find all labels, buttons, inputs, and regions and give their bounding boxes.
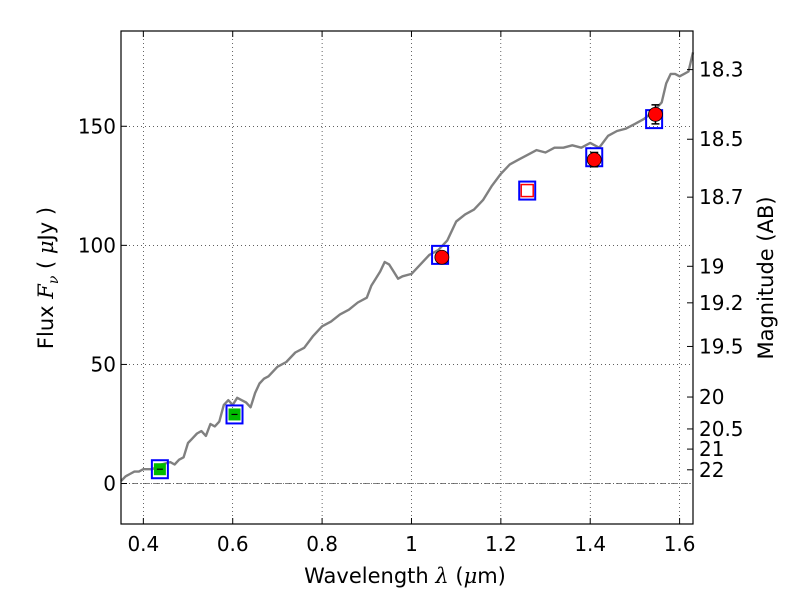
y-tick-label: 100 bbox=[78, 233, 116, 257]
nir-data-point bbox=[586, 152, 602, 168]
nir-points bbox=[434, 104, 663, 265]
magnitude-tick-label: 19 bbox=[699, 254, 724, 278]
x-tick-label: 0.4 bbox=[127, 532, 159, 556]
x-tick-label: 0.8 bbox=[306, 532, 338, 556]
y-tick-label: 50 bbox=[91, 352, 116, 376]
y-tick-label: 150 bbox=[78, 114, 116, 138]
magnitude-tick-label: 18.3 bbox=[699, 58, 744, 82]
model-point bbox=[225, 404, 244, 425]
nir-data-point bbox=[434, 249, 450, 265]
x-tick-label: 1.4 bbox=[574, 532, 606, 556]
grid-lines bbox=[121, 31, 693, 524]
plot-frame bbox=[120, 30, 694, 525]
model-point bbox=[518, 180, 537, 201]
x-tick-labels: 0.4 0.6 0.8 1 1.2 1.4 1.6 bbox=[127, 532, 695, 556]
x-tick-label: 0.6 bbox=[217, 532, 249, 556]
optical-points bbox=[153, 408, 241, 476]
x-axis-label: Wavelength λ (μm) bbox=[304, 564, 506, 588]
magnitude-tick-label: 21 bbox=[699, 437, 724, 461]
magnitude-axis-label: Magnitude (AB) bbox=[754, 196, 778, 359]
nir-data-point bbox=[648, 106, 663, 122]
y-tick-label: 0 bbox=[103, 472, 116, 496]
magnitude-tick-label: 19.2 bbox=[699, 291, 744, 315]
y-tick-labels: 0 50 100 150 bbox=[78, 114, 116, 495]
magnitude-tick-label: 18.7 bbox=[699, 185, 744, 209]
model-points bbox=[150, 109, 664, 480]
x-tick-label: 1.6 bbox=[664, 532, 696, 556]
y-axis-label: Flux Fν ( μJy ) bbox=[34, 207, 62, 349]
magnitude-tick-label: 20.5 bbox=[699, 417, 744, 441]
axis-ticks bbox=[121, 31, 693, 524]
magnitude-tick-label: 22 bbox=[699, 458, 724, 482]
model-point bbox=[150, 459, 169, 480]
spectrum-series-line bbox=[120, 52, 695, 482]
x-tick-label: 1.2 bbox=[485, 532, 517, 556]
magnitude-tick-label: 20 bbox=[699, 385, 724, 409]
magnitude-tick-label: 19.5 bbox=[699, 334, 744, 358]
nir-data-point bbox=[520, 183, 534, 198]
x-tick-label: 1 bbox=[405, 532, 418, 556]
magnitude-tick-label: 18.5 bbox=[699, 127, 744, 151]
